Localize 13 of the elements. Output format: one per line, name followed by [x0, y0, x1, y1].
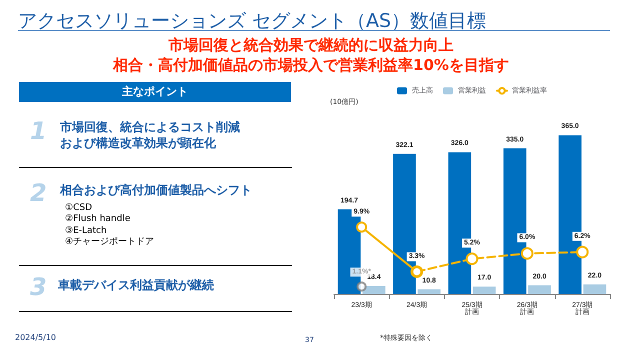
text: 市場回復、統合によるコスト削減	[60, 120, 240, 135]
text: 2024/5/10	[15, 333, 56, 343]
chart-subtitle: 市場回復と統合効果で継続的に収益力向上	[168, 36, 454, 56]
text: 主なポイント	[19, 82, 291, 102]
text: 1	[30, 116, 47, 146]
chart-title: アクセスソリューションズ セグメント（AS）数値目標	[18, 9, 486, 34]
text: 2	[30, 178, 47, 208]
text: ①CSD ②Flush handle ③E-Latch ④チャージポートドア	[65, 203, 154, 248]
text: 車載デバイス利益貢献が継続	[58, 278, 214, 293]
text: 相合および高付加価値製品へシフト	[60, 183, 252, 198]
text: および構造改革効果が顕在化	[60, 136, 216, 151]
text: 相合・高付加価値品の市場投入で営業利益率10%を目指す	[112, 56, 510, 75]
text: 3	[30, 272, 47, 302]
